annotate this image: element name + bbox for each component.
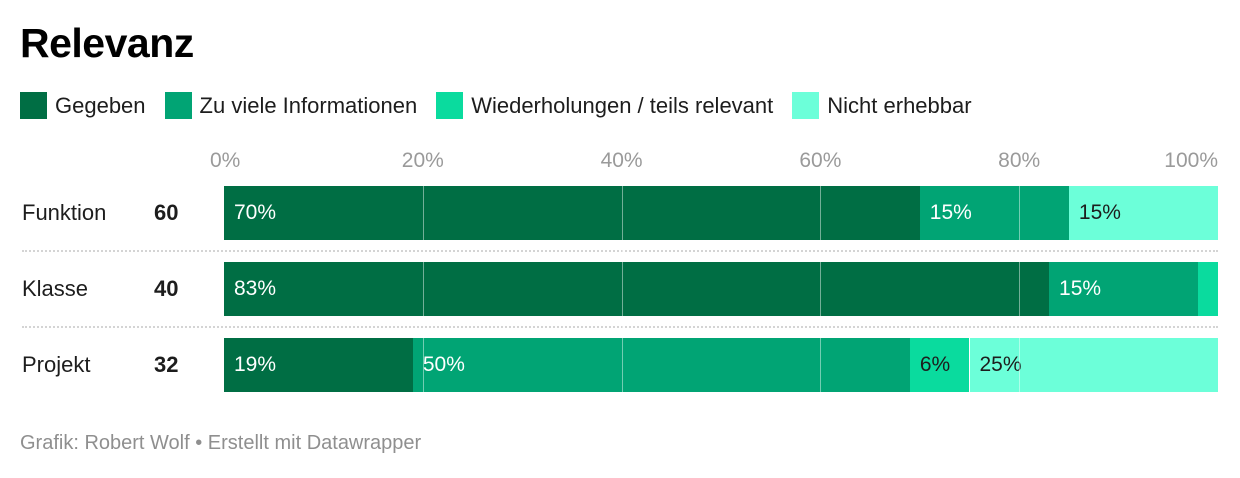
legend: Gegeben Zu viele Informationen Wiederholun… [20, 92, 991, 119]
bar-segment [1198, 262, 1218, 316]
bar-segment [412, 338, 910, 392]
data-label: 6% [919, 353, 951, 376]
x-tick-label: 80% [998, 149, 1041, 172]
legend-swatch [20, 92, 47, 119]
bar-segment [1068, 186, 1218, 240]
row-count: 32 [154, 352, 179, 377]
data-label: 19% [234, 353, 277, 376]
data-label: 15% [929, 201, 972, 224]
gridline [621, 186, 623, 392]
x-tick-label: 60% [799, 149, 842, 172]
legend-label: Wiederholungen / teils relevant [471, 92, 774, 118]
chart-title: Relevanz [20, 20, 194, 66]
bar-segment [224, 186, 920, 240]
data-label: 70% [234, 201, 277, 224]
row-count: 40 [154, 276, 179, 301]
legend-swatch [436, 92, 464, 119]
bar-row-funktion: 70% 15% 15% [224, 186, 1218, 240]
legend-item-gegeben: Gegeben [20, 92, 146, 119]
data-label: 50% [422, 353, 465, 376]
bar-segment [919, 186, 1069, 240]
legend-swatch [164, 92, 192, 119]
gridline [820, 186, 822, 392]
legend-item-zu-viele-informationen: Zu viele Informationen [164, 92, 418, 119]
bar-segment [224, 338, 413, 392]
row-separator [22, 250, 1218, 252]
gridline [1019, 186, 1021, 392]
x-tick-label: 40% [600, 149, 643, 172]
x-tick-label: 100% [1164, 149, 1218, 172]
bar-segment [1049, 262, 1199, 316]
bar-segment [224, 262, 1050, 316]
footer-credit: Grafik: Robert Wolf • Erstellt mit Dataw… [20, 432, 422, 454]
legend-label: Zu viele Informationen [199, 92, 418, 118]
row-label-funktion: Funktion [22, 200, 107, 225]
data-label: 15% [1078, 201, 1121, 224]
legend-swatch [792, 92, 820, 119]
bar-segment [909, 338, 970, 392]
bar-segment [969, 338, 1218, 392]
gridline [422, 186, 424, 392]
data-label: 83% [234, 277, 277, 300]
bar-row-projekt: 19% 50% 6% 25% [224, 338, 1218, 392]
x-tick-label: 0% [210, 149, 241, 172]
row-separator [22, 326, 1218, 328]
row-label-projekt: Projekt [22, 352, 91, 377]
row-count: 60 [154, 200, 179, 225]
row-label-klasse: Klasse [22, 276, 89, 301]
legend-item-wiederholungen-teils-relevant: Wiederholungen / teils relevant [436, 92, 773, 119]
data-label: 25% [979, 353, 1022, 376]
x-tick-label: 20% [401, 149, 444, 172]
legend-label: Gegeben [55, 92, 146, 118]
data-label: 15% [1059, 277, 1102, 300]
legend-item-nicht-erhebbar: Nicht erhebbar [792, 92, 972, 119]
legend-label: Nicht erhebbar [827, 92, 972, 118]
bar-row-klasse: 83% 15% [224, 262, 1218, 316]
